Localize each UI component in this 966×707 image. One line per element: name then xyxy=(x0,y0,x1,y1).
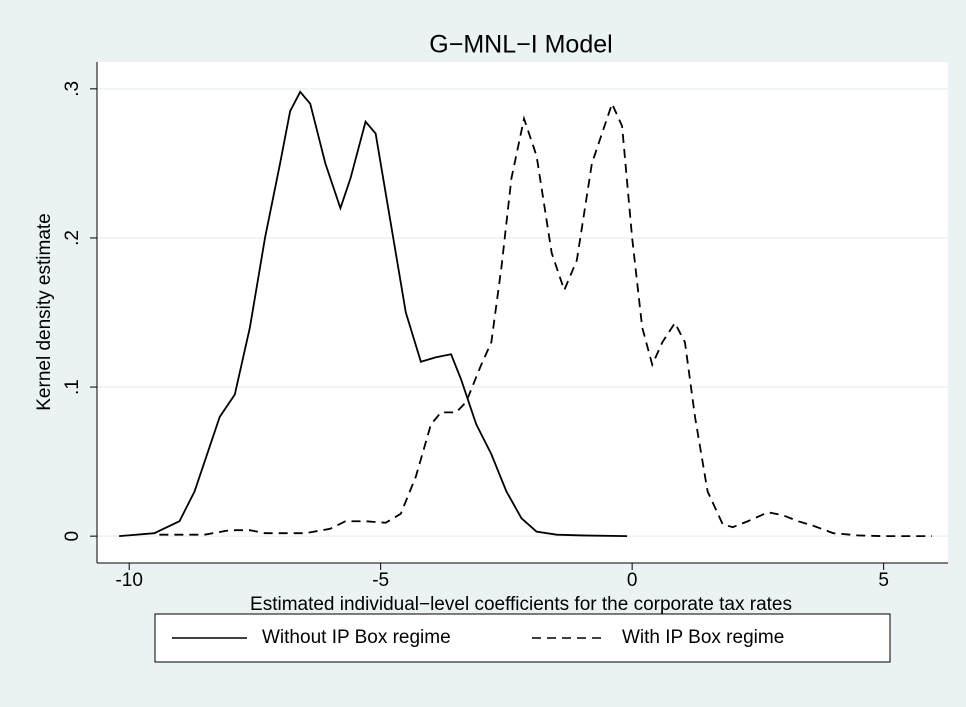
y-tick-label: 0 xyxy=(62,531,83,542)
x-tick-label: 0 xyxy=(627,570,638,591)
chart-title: G−MNL−I Model xyxy=(429,31,612,59)
legend xyxy=(154,613,891,663)
x-tick-label: -5 xyxy=(372,570,389,591)
x-axis-title: Estimated individual−level coefficients … xyxy=(250,594,792,615)
plot-area xyxy=(97,62,948,563)
y-tick-label: .2 xyxy=(62,230,83,246)
y-tick-label: .3 xyxy=(62,81,83,97)
legend-label: With IP Box regime xyxy=(622,627,784,648)
y-tick-label: .1 xyxy=(62,379,83,395)
legend-label: Without IP Box regime xyxy=(262,627,451,648)
density-line xyxy=(119,90,628,538)
x-tick-label: -10 xyxy=(115,570,142,591)
x-tick-label: 5 xyxy=(878,570,889,591)
density-line xyxy=(159,101,932,538)
y-axis-title: Kernel density estimate xyxy=(34,213,55,411)
